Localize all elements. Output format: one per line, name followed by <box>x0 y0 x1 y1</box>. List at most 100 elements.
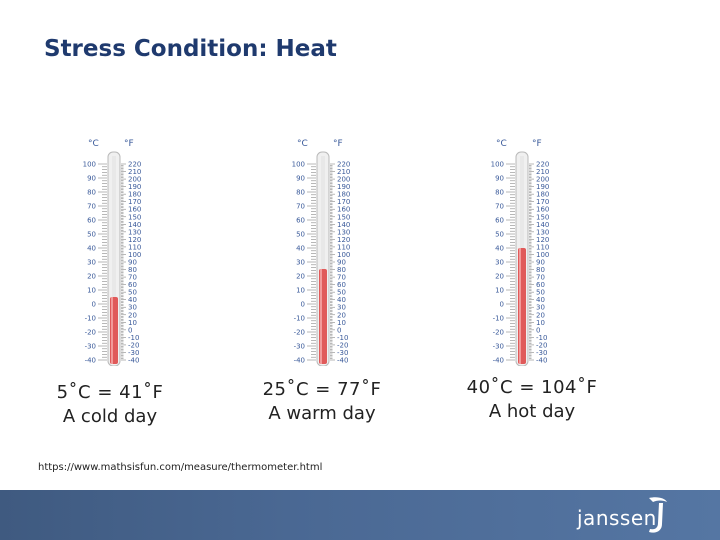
fahrenheit-tick-label: 140 <box>337 221 350 229</box>
temperature-description: A hot day <box>488 401 576 422</box>
thermometer-hot: °C °F 100 90 80 70 60 50 40 30 20 10 0 -10 -20 -30 -40 22… <box>484 134 594 366</box>
fahrenheit-tick-label: 110 <box>536 243 549 251</box>
fahrenheit-tick-label: 150 <box>337 213 350 221</box>
fahrenheit-tick-label: 150 <box>128 213 141 221</box>
celsius-tick-label: 70 <box>87 203 96 211</box>
janssen-logo-icon <box>649 497 667 533</box>
fahrenheit-unit-label: °F <box>532 139 542 149</box>
fahrenheit-tick-label: 180 <box>128 191 141 199</box>
fahrenheit-tick-label: -10 <box>128 334 139 342</box>
fahrenheit-tick-label: 130 <box>536 228 549 236</box>
fahrenheit-tick-label: -30 <box>536 349 547 357</box>
celsius-tick-label: 50 <box>296 231 305 239</box>
fahrenheit-tick-label: 180 <box>536 191 549 199</box>
fahrenheit-tick-label: 140 <box>536 221 549 229</box>
celsius-tick-label: 100 <box>83 161 96 169</box>
celsius-tick-label: 0 <box>301 301 305 309</box>
celsius-tick-label: 60 <box>296 217 305 225</box>
fahrenheit-tick-label: 180 <box>337 191 350 199</box>
fahrenheit-tick-label: 20 <box>128 311 137 319</box>
celsius-tick-label: 50 <box>87 231 96 239</box>
fahrenheit-tick-label: 0 <box>536 326 540 334</box>
fahrenheit-tick-label: 200 <box>536 176 549 184</box>
celsius-tick-label: 40 <box>87 245 96 253</box>
celsius-tick-label: 20 <box>495 273 504 281</box>
fahrenheit-tick-label: 50 <box>128 289 137 297</box>
fahrenheit-unit-label: °F <box>333 139 343 149</box>
celsius-tick-label: 30 <box>495 259 504 267</box>
celsius-tick-label: 10 <box>495 287 504 295</box>
fahrenheit-tick-label: 10 <box>128 319 137 327</box>
celsius-tick-label: 10 <box>296 287 305 295</box>
fahrenheit-tick-label: 20 <box>337 311 346 319</box>
fahrenheit-tick-label: 50 <box>536 289 545 297</box>
fahrenheit-tick-label: 100 <box>337 251 350 259</box>
celsius-tick-label: 70 <box>296 203 305 211</box>
fahrenheit-tick-label: 130 <box>128 228 141 236</box>
fahrenheit-tick-label: 190 <box>536 183 549 191</box>
fahrenheit-tick-label: 30 <box>337 304 346 312</box>
thermometer-graphic: °C °F1009080706050403020100-10-20-30-4022… <box>491 139 549 366</box>
thermometer-graphic: °C °F1009080706050403020100-10-20-30-4022… <box>83 139 141 366</box>
fahrenheit-tick-label: 10 <box>337 319 346 327</box>
fahrenheit-tick-label: 30 <box>536 304 545 312</box>
celsius-tick-label: 20 <box>296 273 305 281</box>
celsius-tick-label: 90 <box>296 175 305 183</box>
fahrenheit-tick-label: 90 <box>128 259 137 267</box>
celsius-tick-label: 20 <box>87 273 96 281</box>
fahrenheit-unit-label: °F <box>124 139 134 149</box>
celsius-tick-label: 10 <box>87 287 96 295</box>
fahrenheit-tick-label: 110 <box>128 243 141 251</box>
fahrenheit-tick-label: 160 <box>536 206 549 214</box>
slide-title: Stress Condition: Heat <box>44 36 337 62</box>
fahrenheit-tick-label: 160 <box>128 206 141 214</box>
celsius-tick-label: 70 <box>495 203 504 211</box>
celsius-tick-label: 0 <box>500 301 504 309</box>
fahrenheit-tick-label: 190 <box>128 183 141 191</box>
fahrenheit-tick-label: 220 <box>337 161 350 169</box>
celsius-tick-label: 30 <box>296 259 305 267</box>
fahrenheit-tick-label: 170 <box>128 198 141 206</box>
fahrenheit-tick-label: 220 <box>536 161 549 169</box>
celsius-tick-label: -40 <box>294 357 305 365</box>
fahrenheit-tick-label: 160 <box>337 206 350 214</box>
thermometer-graphic: °C °F1009080706050403020100-10-20-30-4022… <box>292 139 350 366</box>
mercury-highlight <box>111 297 113 364</box>
fahrenheit-tick-label: 20 <box>536 311 545 319</box>
fahrenheit-tick-label: 10 <box>536 319 545 327</box>
celsius-tick-label: -30 <box>85 343 96 351</box>
fahrenheit-tick-label: 130 <box>337 228 350 236</box>
celsius-tick-label: 0 <box>92 301 96 309</box>
brand-name: janssen <box>577 506 657 530</box>
source-link[interactable]: https://www.mathsisfun.com/measure/therm… <box>38 462 323 473</box>
fahrenheit-tick-label: 60 <box>128 281 137 289</box>
fahrenheit-tick-label: -30 <box>128 349 139 357</box>
celsius-tick-label: 90 <box>87 175 96 183</box>
fahrenheit-tick-label: 40 <box>337 296 346 304</box>
fahrenheit-tick-label: -40 <box>337 357 348 365</box>
page-number: 7 <box>699 482 705 492</box>
fahrenheit-tick-label: 70 <box>128 274 137 282</box>
celsius-tick-label: 60 <box>495 217 504 225</box>
fahrenheit-tick-label: 100 <box>128 251 141 259</box>
fahrenheit-tick-label: -40 <box>128 357 139 365</box>
fahrenheit-tick-label: 120 <box>128 236 141 244</box>
celsius-tick-label: -10 <box>294 315 305 323</box>
celsius-tick-label: -40 <box>493 357 504 365</box>
fahrenheit-tick-label: 110 <box>337 243 350 251</box>
fahrenheit-tick-label: 90 <box>337 259 346 267</box>
mercury-highlight <box>320 269 322 364</box>
thermometer-warm: °C °F 100 90 80 70 60 50 40 30 20 10 0 -10 -20 -30 -40 22… <box>285 134 395 366</box>
celsius-tick-label: -10 <box>85 315 96 323</box>
fahrenheit-tick-label: -10 <box>337 334 348 342</box>
fahrenheit-tick-label: 80 <box>536 266 545 274</box>
fahrenheit-tick-label: 210 <box>337 168 350 176</box>
footer-bar <box>0 490 720 540</box>
celsius-tick-label: -30 <box>294 343 305 351</box>
fahrenheit-tick-label: 150 <box>536 213 549 221</box>
fahrenheit-tick-label: 70 <box>536 274 545 282</box>
celsius-unit-label: °C <box>496 139 507 149</box>
temperature-description: A cold day <box>62 406 158 427</box>
caption-cold: 5˚C = 41˚F A cold day <box>10 381 210 429</box>
fahrenheit-tick-label: -20 <box>128 341 139 349</box>
